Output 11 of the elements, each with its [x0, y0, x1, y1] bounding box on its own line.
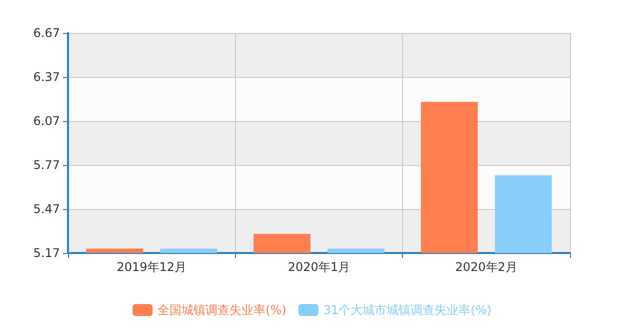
y-tick-label: 5.47 — [33, 202, 60, 216]
y-tick-label: 6.37 — [33, 70, 60, 84]
y-tick-label: 6.67 — [33, 26, 60, 40]
y-tick-label: 6.07 — [33, 114, 60, 128]
x-tick-label: 2020年2月 — [455, 260, 518, 274]
y-tick-label: 5.17 — [33, 246, 60, 260]
legend-label: 全国城镇调查失业率(%) — [158, 303, 286, 317]
y-tick-label: 5.77 — [33, 158, 60, 172]
legend-label: 31个大城市城镇调查失业率(%) — [323, 303, 492, 317]
x-tick-label: 2020年1月 — [288, 260, 350, 274]
x-tick-label: 2019年12月 — [116, 260, 187, 274]
